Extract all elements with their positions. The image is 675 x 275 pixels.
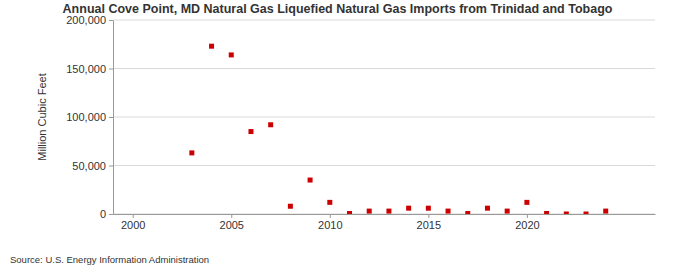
point [465,211,470,214]
x-tick-label: 2005 [220,219,244,231]
y-tick-mark [109,69,113,70]
point [288,204,293,209]
point [524,200,529,205]
grid [113,20,655,214]
grid-line [113,117,655,118]
x-tick-mark [428,214,429,218]
point [268,122,273,127]
point [446,209,451,214]
y-tick: 150,000 [66,63,113,75]
point [544,211,549,214]
point [189,150,194,155]
y-tick-mark [109,166,113,167]
x-tick-label: 2000 [121,219,145,231]
point [584,212,589,215]
y-tick: 0 [100,208,113,220]
point [386,209,391,214]
point [603,209,608,214]
point [209,44,214,49]
x-tick: 2000 [121,214,145,231]
x-tick-mark [231,214,232,218]
x-tick-mark [133,214,134,218]
y-tick-label: 200,000 [66,14,106,26]
point [308,178,313,183]
y-tick-label: 150,000 [66,63,106,75]
x-tick: 2005 [220,214,244,231]
point [426,206,431,211]
point [485,206,490,211]
chart: Annual Cove Point, MD Natural Gas Liquef… [0,0,675,275]
y-tick-label: 100,000 [66,111,106,123]
x-tick: 2010 [318,214,342,231]
grid-line [113,214,655,215]
y-tick-mark [109,117,113,118]
point [505,209,510,214]
x-axis-line [114,214,656,215]
x-tick-mark [527,214,528,218]
y-tick: 200,000 [66,14,113,26]
y-tick-mark [109,20,113,21]
y-axis-line [113,21,114,215]
point [406,206,411,211]
grid-line [113,165,655,166]
x-tick-label: 2020 [515,219,539,231]
source: Source: U.S. Energy Information Administ… [10,254,209,265]
point [367,209,372,214]
point [229,52,234,57]
point [564,212,569,215]
point [347,211,352,214]
grid-line [113,20,655,21]
title: Annual Cove Point, MD Natural Gas Liquef… [63,2,613,16]
x-tick-mark [330,214,331,218]
point [248,129,253,134]
x-tick: 2015 [417,214,441,231]
x-tick-label: 2010 [318,219,342,231]
x-tick: 2020 [515,214,539,231]
x-axis: 2000 2005 2010 2015 2020 [114,214,656,231]
y-axis-title: Million Cubic Feet [36,73,48,160]
points [189,44,608,214]
y-tick: 100,000 [66,111,113,123]
y-tick-mark [109,214,113,215]
point [327,200,332,205]
y-tick: 50,000 [72,160,113,172]
grid-line [113,68,655,69]
x-tick-label: 2015 [417,219,441,231]
y-axis: 0 50,000 100,000 150,000 200,000 [66,14,113,220]
y-tick-label: 50,000 [72,160,106,172]
y-tick-label: 0 [100,208,106,220]
